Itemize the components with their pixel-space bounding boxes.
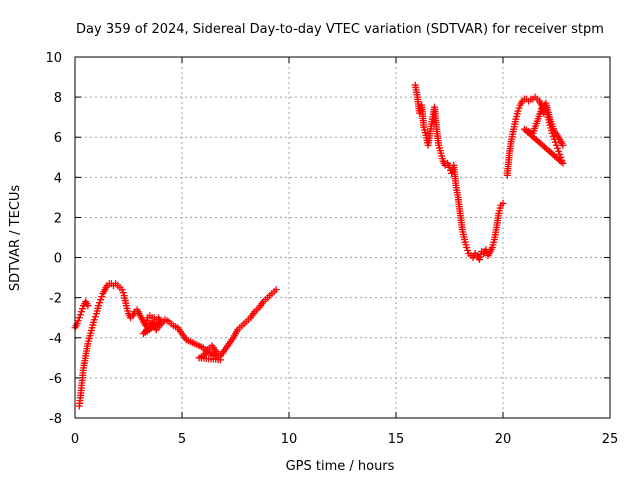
data-point-interp	[74, 317, 82, 325]
plot-frame	[74, 56, 611, 419]
x-tick-label: 10	[281, 432, 298, 447]
data-point	[514, 107, 522, 115]
data-point	[75, 314, 83, 322]
data-point-interp	[76, 311, 84, 319]
data-point	[272, 286, 280, 294]
y-axis-label: SDTVAR / TECUs	[8, 185, 23, 292]
data-point	[84, 302, 92, 310]
data-point-interp	[551, 138, 559, 146]
data-point-interp	[554, 144, 562, 152]
data-point	[559, 141, 567, 149]
y-tick-label: -6	[49, 372, 62, 387]
data-point-interp	[91, 313, 99, 321]
data-point	[553, 141, 560, 149]
y-tick-label: 0	[54, 252, 62, 267]
data-point	[90, 316, 98, 324]
data-point	[555, 147, 563, 155]
y-tick-label: 8	[54, 91, 62, 106]
y-tick-label: -2	[49, 292, 62, 307]
y-tick-label: -4	[49, 332, 62, 347]
data-points	[71, 81, 567, 410]
data-point-interp	[78, 305, 86, 313]
data-point	[463, 244, 471, 252]
x-tick-label: 25	[602, 432, 619, 447]
data-point-interp	[464, 247, 472, 255]
y-tick-label: -8	[49, 412, 62, 427]
x-tick-label: 15	[388, 432, 405, 447]
data-point	[499, 199, 507, 207]
data-point	[95, 302, 103, 310]
data-point-interp	[98, 293, 106, 301]
y-tick-label: 2	[54, 211, 62, 226]
grid-layer	[75, 57, 610, 418]
y-tick-label: 6	[54, 131, 62, 146]
y-tick-label: 4	[54, 171, 62, 186]
tick-layer: 0 5 10 15 20 25 -8 -6 -4 -2 0 2 4 6 8 10	[45, 51, 618, 447]
x-tick-label: 5	[178, 432, 186, 447]
data-point	[77, 308, 85, 316]
data-point	[540, 109, 548, 117]
data-point-interp	[556, 150, 564, 158]
x-tick-label: 20	[495, 432, 512, 447]
data-point	[118, 286, 126, 294]
data-point-interp	[119, 289, 127, 297]
x-axis-label: GPS time / hours	[286, 459, 395, 474]
data-point	[97, 296, 105, 304]
y-tick-label: 10	[45, 51, 62, 66]
x-tick-label: 0	[71, 432, 79, 447]
data-point-interp	[96, 299, 104, 307]
chart-title: Day 359 of 2024, Sidereal Day-to-day VTE…	[76, 22, 604, 37]
data-point-interp	[515, 104, 523, 112]
